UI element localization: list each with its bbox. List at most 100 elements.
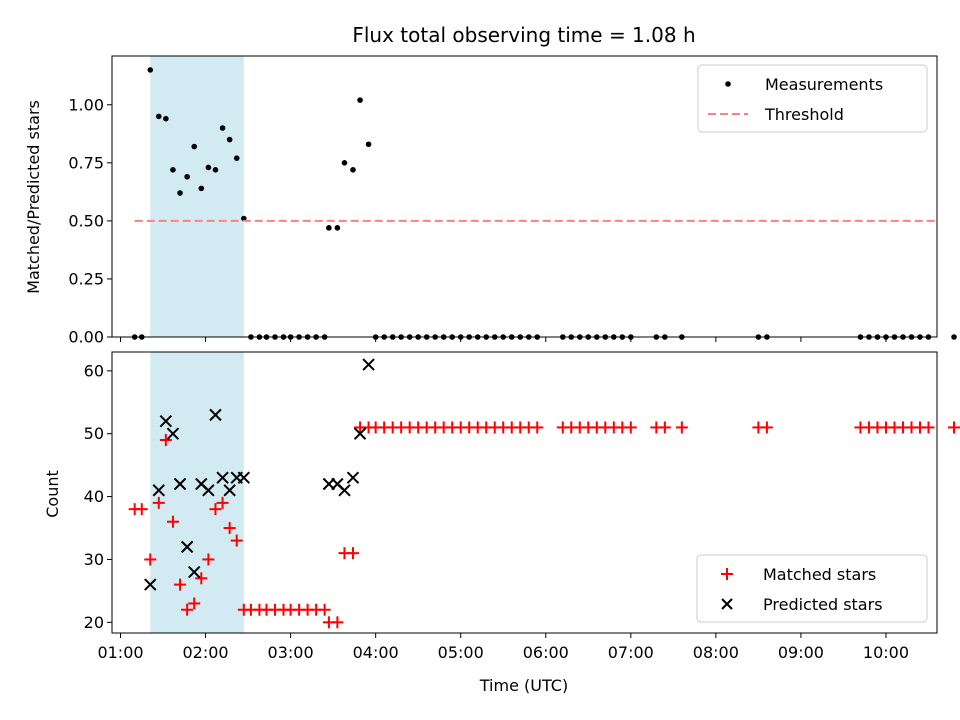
bottom-legend: Matched stars Predicted stars: [696, 554, 928, 623]
data-point: [166, 515, 179, 528]
x-tick-label: 03:00: [268, 643, 314, 662]
data-point: [365, 141, 372, 148]
x-tick-label: 10:00: [863, 643, 909, 662]
data-point: [163, 115, 169, 122]
data-point: [177, 190, 183, 196]
top-plot-area: 0.00 0.25 0.50 0.75 1.00: [68, 55, 957, 347]
data-point: [181, 603, 194, 616]
bottom-legend-box: [696, 554, 928, 623]
x-tick-label: 08:00: [693, 643, 739, 662]
top-y-tick-label: 0.75: [68, 153, 104, 172]
data-point: [191, 143, 198, 150]
bottom-y-tick-label: 40: [84, 487, 104, 506]
x-tick-label: 07:00: [608, 643, 654, 662]
data-point: [658, 421, 671, 434]
data-point: [198, 185, 205, 192]
x-tick-label: 04:00: [353, 643, 399, 662]
data-point: [205, 164, 212, 171]
data-point: [152, 484, 165, 497]
data-point: [184, 173, 190, 180]
data-point: [230, 534, 243, 547]
data-point: [948, 421, 960, 434]
top-panel: Flux total observing time = 1.08 h 0.000…: [24, 23, 957, 347]
data-point: [155, 113, 162, 120]
x-tick-label: 09:00: [778, 643, 824, 662]
x-tick-label: 05:00: [438, 643, 484, 662]
data-point: [346, 471, 360, 484]
legend-matched-marker: [721, 568, 733, 580]
bottom-series-predicted-stars: [144, 358, 375, 591]
data-point: [180, 540, 194, 554]
data-point: [624, 421, 637, 434]
data-point: [362, 358, 375, 371]
data-point: [170, 166, 176, 173]
x-tick-label: 01:00: [97, 643, 143, 662]
top-y-tick-label: 0.00: [68, 328, 104, 347]
legend-predicted-label: Predicted stars: [763, 595, 883, 614]
top-y-axis-label: Matched/Predicted stars: [24, 100, 43, 294]
data-point: [226, 136, 233, 143]
data-point: [159, 434, 172, 447]
bottom-plot-area: 20 30 40 50 60 01:00 02:00 03:00 04:00 05:00 06:00…: [84, 351, 960, 662]
bottom-y-tick-label: 30: [84, 550, 104, 569]
data-point: [922, 421, 935, 434]
x-axis-label: Time (UTC): [479, 676, 568, 695]
data-point: [173, 477, 187, 491]
bottom-series-matched-stars: [128, 421, 960, 629]
data-point: [675, 421, 688, 434]
bottom-panel: 20 30 40 50 60 01:00 02:00 03:00 04:00 05:00 06:00…: [43, 351, 960, 695]
top-y-tick-label: 1.00: [68, 95, 104, 114]
data-point: [318, 603, 331, 616]
bottom-y-tick-label: 20: [84, 613, 104, 632]
data-point: [209, 503, 222, 516]
data-point: [219, 125, 226, 131]
legend-measurements-label: Measurements: [765, 75, 883, 94]
data-point: [188, 597, 201, 610]
data-point: [144, 578, 157, 591]
x-tick-label: 02:00: [183, 643, 229, 662]
top-y-tick-label: 0.50: [68, 211, 104, 230]
data-point: [760, 421, 773, 434]
top-legend: Measurements Threshold: [697, 64, 928, 133]
data-point: [159, 414, 173, 428]
data-point: [357, 97, 363, 103]
legend-threshold-label: Threshold: [764, 105, 844, 124]
data-point: [326, 225, 332, 231]
data-point: [166, 427, 180, 440]
top-chart-title: Flux total observing time = 1.08 h: [352, 23, 695, 47]
data-point: [144, 553, 157, 566]
bottom-shaded-region: [150, 352, 244, 633]
top-shaded-region: [150, 56, 244, 337]
data-point: [233, 155, 240, 161]
data-point: [202, 484, 215, 497]
bottom-y-tick-label: 60: [84, 361, 104, 380]
data-point: [209, 408, 222, 422]
legend-predicted-marker: [721, 598, 733, 610]
bottom-axes-frame: [111, 351, 938, 634]
data-point: [195, 572, 208, 585]
data-point: [350, 166, 356, 173]
data-point: [216, 496, 229, 509]
top-y-tick-label: 0.25: [68, 269, 104, 288]
data-point: [338, 484, 351, 497]
legend-matched-label: Matched stars: [763, 565, 876, 584]
data-point: [334, 225, 341, 231]
data-point: [202, 553, 215, 566]
data-point: [216, 471, 229, 484]
data-point: [531, 421, 544, 434]
data-point: [223, 522, 236, 535]
data-point: [951, 334, 957, 340]
data-point: [212, 166, 219, 173]
legend-measurements-marker: [725, 81, 731, 87]
data-point: [223, 484, 236, 497]
data-point: [152, 496, 165, 509]
bottom-y-tick-label: 50: [84, 424, 104, 443]
bottom-y-axis-label: Count: [43, 470, 62, 518]
data-point: [147, 67, 154, 73]
data-point: [237, 471, 251, 484]
x-tick-label: 06:00: [523, 643, 569, 662]
data-point: [341, 160, 348, 166]
top-legend-box: [697, 64, 928, 133]
data-point: [331, 616, 344, 629]
